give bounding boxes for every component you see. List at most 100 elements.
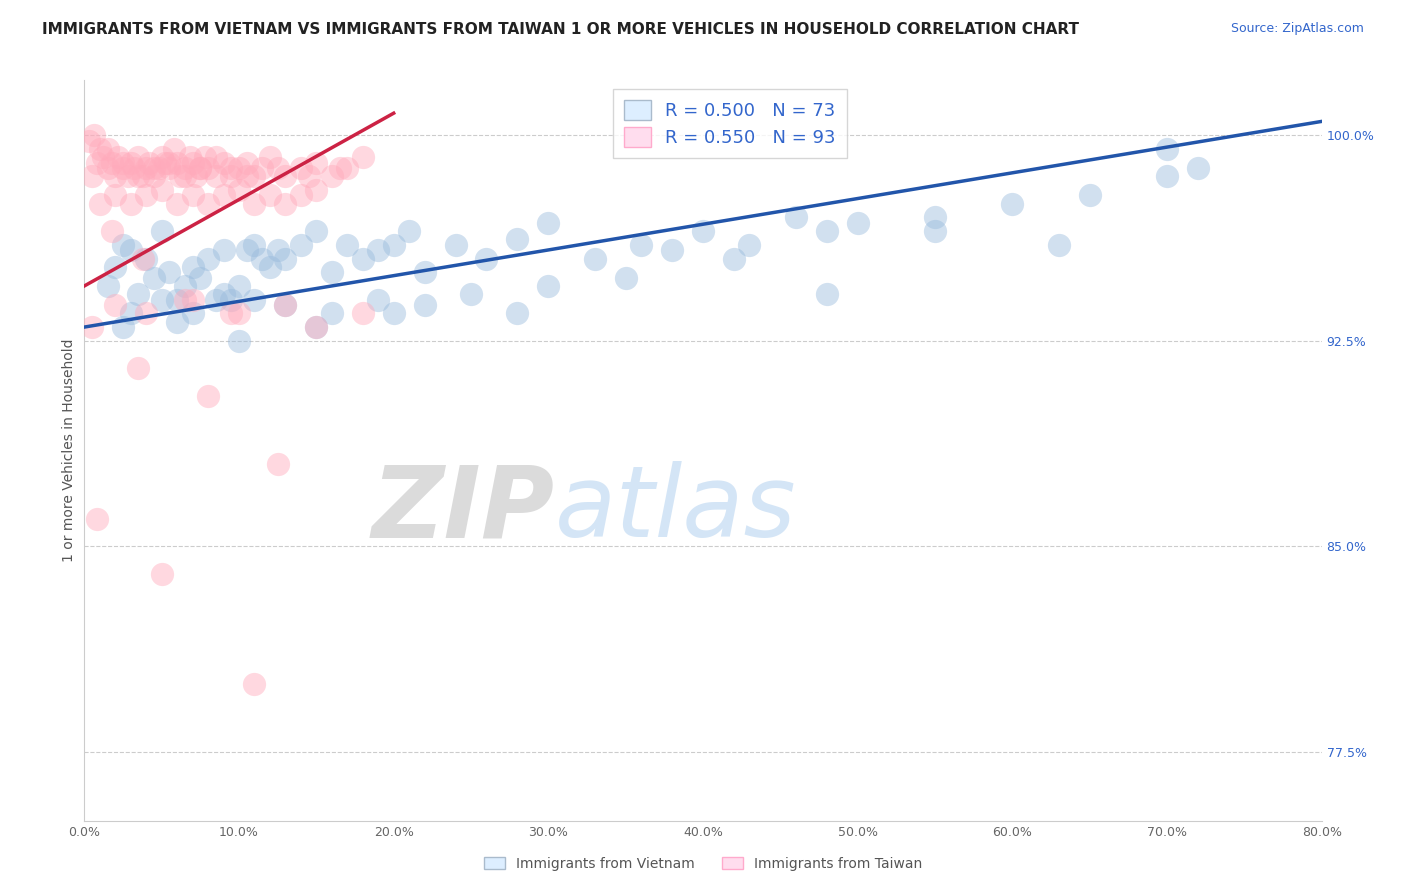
Point: [221, 169, 243, 184]
Point: [150, 293, 173, 307]
Point: [96, 142, 118, 156]
Point: [104, 169, 127, 184]
Point: [127, 169, 149, 184]
Point: [120, 244, 142, 258]
Point: [321, 169, 343, 184]
Point: [194, 150, 217, 164]
Point: [475, 252, 498, 266]
Point: [924, 211, 946, 225]
Point: [413, 298, 436, 312]
Point: [235, 155, 259, 169]
Point: [181, 188, 204, 202]
Point: [82, 320, 104, 334]
Point: [221, 293, 243, 307]
Point: [120, 155, 142, 169]
Point: [614, 270, 637, 285]
Point: [321, 265, 343, 279]
Point: [305, 155, 328, 169]
Point: [122, 161, 145, 175]
Point: [135, 161, 157, 175]
Point: [96, 161, 118, 175]
Point: [228, 334, 250, 348]
Point: [267, 161, 290, 175]
Point: [163, 142, 186, 156]
Point: [398, 224, 420, 238]
Point: [212, 188, 235, 202]
Point: [86, 155, 108, 169]
Point: [267, 457, 290, 471]
Point: [117, 169, 139, 184]
Point: [305, 224, 328, 238]
Point: [212, 287, 235, 301]
Point: [101, 155, 124, 169]
Point: [274, 252, 297, 266]
Point: [197, 389, 219, 403]
Point: [174, 279, 197, 293]
Point: [86, 512, 108, 526]
Point: [212, 155, 235, 169]
Point: [188, 161, 212, 175]
Point: [127, 361, 149, 376]
Point: [150, 183, 173, 197]
Point: [82, 169, 104, 184]
Point: [290, 161, 312, 175]
Point: [352, 150, 374, 164]
Point: [506, 232, 529, 246]
Point: [250, 252, 273, 266]
Point: [159, 155, 180, 169]
Point: [228, 279, 250, 293]
Point: [143, 169, 166, 184]
Text: atlas: atlas: [554, 461, 796, 558]
Point: [148, 161, 170, 175]
Point: [197, 161, 219, 175]
Point: [243, 196, 266, 211]
Point: [506, 306, 529, 320]
Point: [96, 279, 118, 293]
Point: [83, 128, 105, 142]
Point: [77, 134, 100, 148]
Point: [221, 306, 243, 320]
Point: [815, 224, 838, 238]
Point: [785, 211, 807, 225]
Point: [444, 237, 467, 252]
Point: [159, 265, 180, 279]
Point: [132, 252, 155, 266]
Point: [112, 237, 135, 252]
Point: [181, 155, 204, 169]
Point: [1078, 188, 1101, 202]
Point: [1156, 169, 1178, 184]
Point: [143, 270, 166, 285]
Point: [321, 306, 343, 320]
Point: [630, 237, 652, 252]
Point: [723, 252, 745, 266]
Point: [305, 320, 328, 334]
Point: [174, 293, 197, 307]
Point: [166, 315, 188, 329]
Point: [413, 265, 436, 279]
Point: [150, 566, 173, 581]
Point: [1047, 237, 1070, 252]
Point: [228, 161, 250, 175]
Point: [150, 150, 173, 164]
Point: [104, 298, 127, 312]
Point: [104, 260, 127, 274]
Point: [274, 196, 297, 211]
Point: [661, 244, 683, 258]
Point: [166, 155, 188, 169]
Point: [815, 287, 838, 301]
Point: [305, 320, 328, 334]
Point: [120, 306, 142, 320]
Point: [166, 196, 188, 211]
Point: [305, 183, 328, 197]
Point: [367, 244, 389, 258]
Point: [181, 306, 204, 320]
Point: [188, 161, 212, 175]
Point: [243, 237, 266, 252]
Point: [112, 161, 135, 175]
Point: [159, 161, 180, 175]
Point: [250, 161, 273, 175]
Point: [212, 244, 235, 258]
Point: [150, 224, 173, 238]
Text: Source: ZipAtlas.com: Source: ZipAtlas.com: [1230, 22, 1364, 36]
Point: [89, 196, 111, 211]
